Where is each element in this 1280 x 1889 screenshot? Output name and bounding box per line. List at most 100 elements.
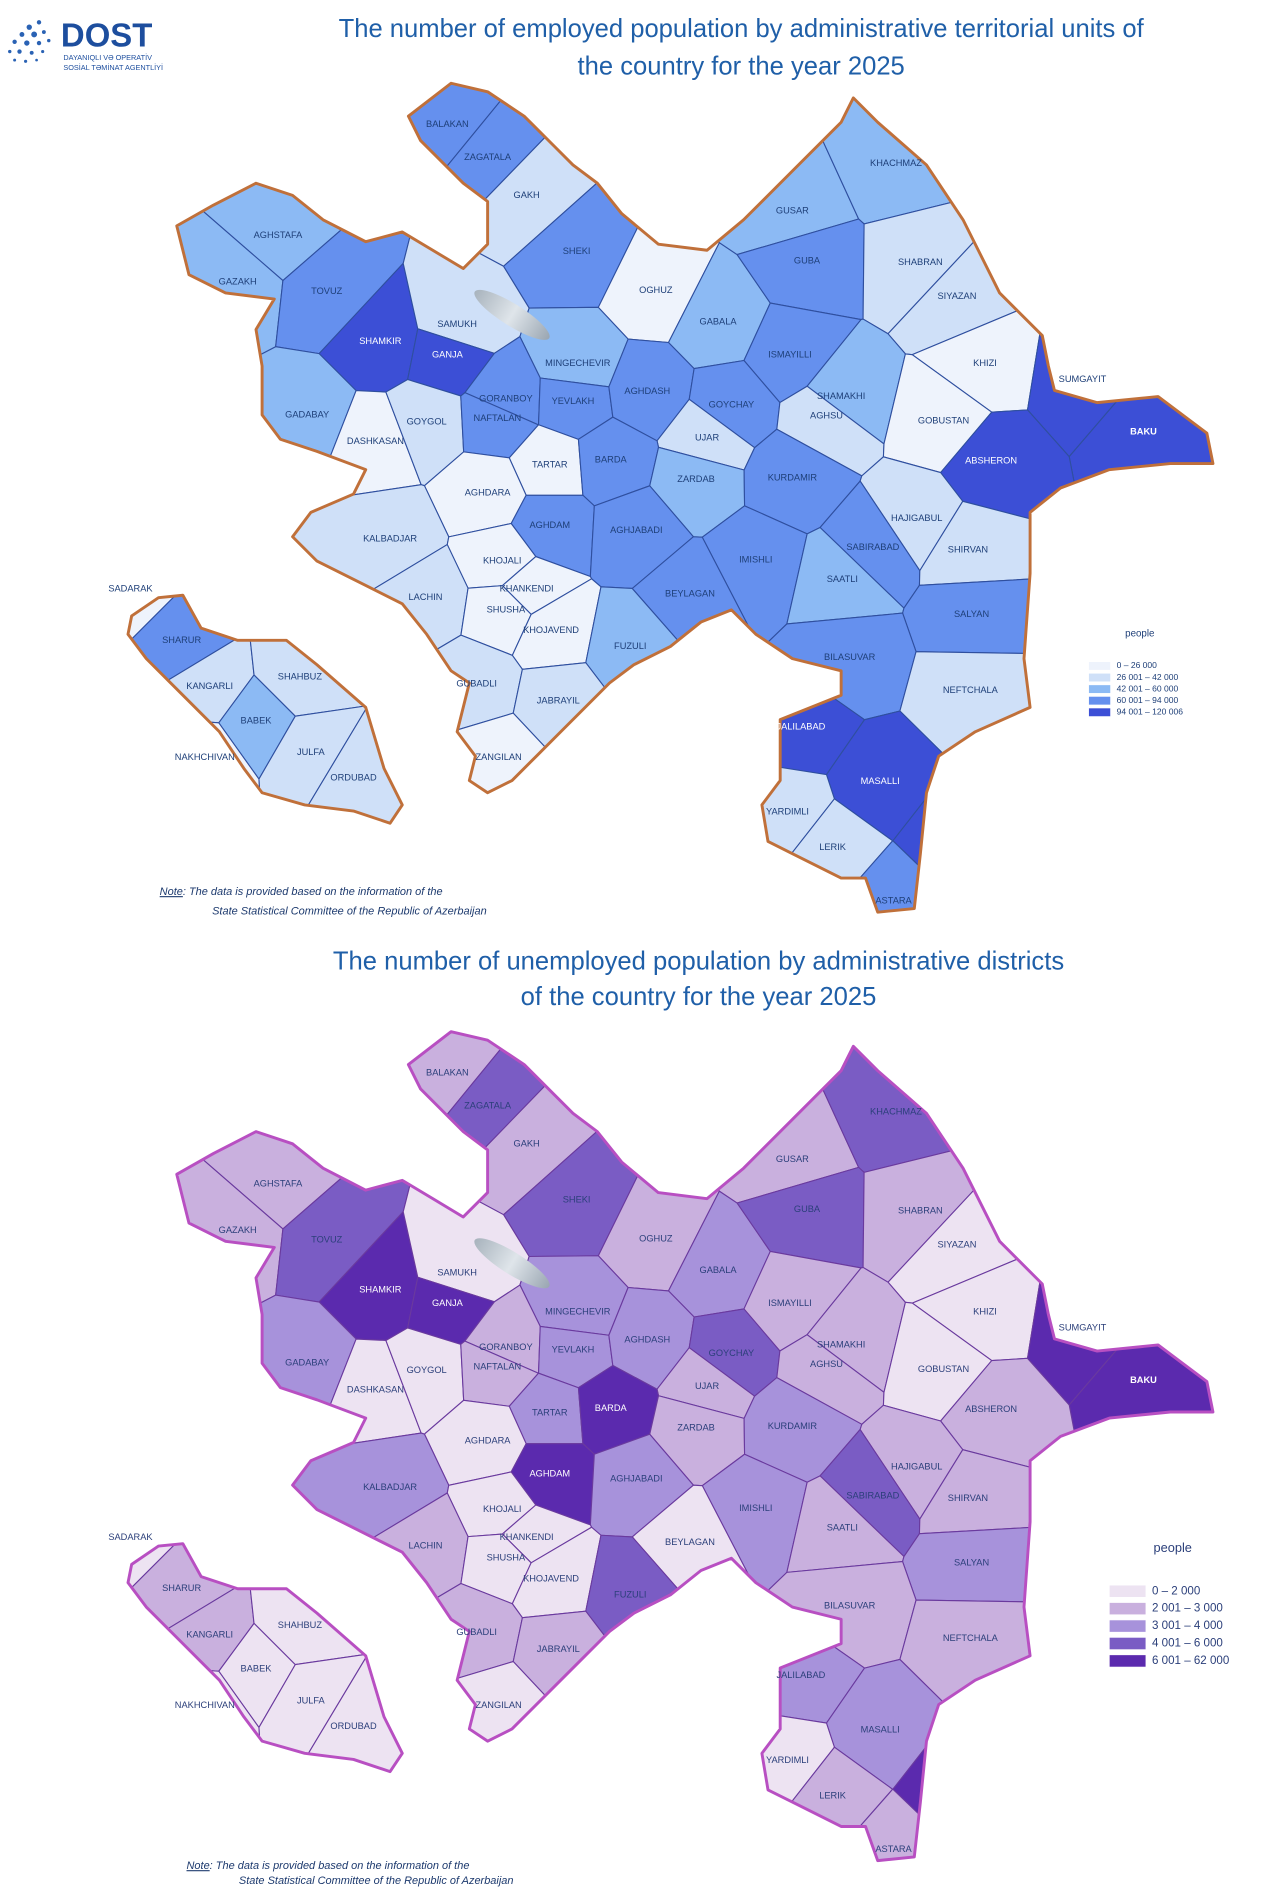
district-label: AGHSTAFA — [254, 230, 303, 240]
district-area — [128, 1663, 265, 1772]
district-label: BALAKAN — [426, 119, 469, 129]
district-label: MINGECHEVIR — [545, 358, 611, 368]
district-label: GUBADLI — [456, 679, 497, 689]
district-area — [1068, 1159, 1213, 1660]
district-label: YEVLAKH — [552, 396, 595, 406]
legend-label: 3 001 – 4 000 — [1152, 1620, 1223, 1632]
district-label: MASALLI — [861, 1725, 900, 1735]
legend-label: 0 – 26 000 — [1117, 660, 1158, 670]
district-label: ISMAYILLI — [768, 1298, 812, 1308]
district-label: LERIK — [819, 842, 847, 852]
district-label: ORDUBAD — [330, 1721, 377, 1731]
district-label: SIYAZAN — [937, 291, 976, 301]
district-area — [899, 1599, 1213, 1751]
district-label: ASTARA — [875, 896, 912, 906]
district-label: IMISHLI — [739, 554, 772, 564]
district-label: ORDUBAD — [330, 773, 377, 783]
district-label: BABEK — [241, 1664, 273, 1674]
legend-swatch — [1109, 1619, 1147, 1633]
district-label: JABRAYIL — [537, 696, 580, 706]
district-label: ZAGATALA — [464, 1100, 512, 1110]
district-area — [892, 763, 1213, 913]
district-label: GAKH — [514, 1138, 540, 1148]
district-area — [176, 1031, 284, 1440]
district-label: YARDIMLI — [766, 1755, 809, 1765]
reservoir — [474, 289, 550, 340]
district-label: LACHIN — [408, 1541, 442, 1551]
logo-line: DAYANIQLI VƏ OPERATİV — [63, 53, 152, 62]
district-label: TOVUZ — [311, 1235, 343, 1245]
district-label: SHUSHA — [487, 604, 526, 614]
district-label: HAJIGABUL — [891, 513, 942, 523]
district-label: KHOJAVEND — [523, 1573, 579, 1583]
district-label: AGHDASH — [624, 386, 670, 396]
district-label: BARDA — [595, 1403, 628, 1413]
country-border — [126, 593, 404, 825]
note: Note: The data is provided based on the … — [187, 1860, 470, 1872]
district-label: SHAMKIR — [359, 1285, 401, 1295]
district-label: FUZULI — [614, 1589, 646, 1599]
district-label: KHOJAVEND — [523, 625, 579, 635]
map-title: The number of employed population by adm… — [339, 15, 1145, 43]
legend-swatch — [1088, 696, 1111, 706]
district-label: BILASUVAR — [824, 1600, 876, 1610]
map-title: the country for the year 2025 — [578, 53, 905, 81]
district-label: BEYLAGAN — [665, 588, 715, 598]
district-label: GORANBOY — [479, 1342, 532, 1352]
district-label: SHUSHA — [487, 1553, 526, 1563]
district-label: SADARAK — [108, 1532, 153, 1542]
district-label: NEFTCHALA — [943, 685, 999, 695]
district-label: SIYAZAN — [937, 1239, 976, 1249]
country-border — [175, 81, 1215, 914]
map-title: The number of unemployed population by a… — [333, 947, 1064, 975]
district-label: KHANKENDI — [500, 1532, 554, 1542]
note-text: : The data is provided based on the info… — [183, 886, 443, 898]
legend-swatch — [1109, 1654, 1147, 1668]
district-area — [892, 1711, 1213, 1861]
note-text: : The data is provided based on the info… — [210, 1860, 470, 1872]
legend-label: 94 001 – 120 006 — [1117, 707, 1184, 717]
district-label: SAATLI — [827, 574, 858, 584]
legend-label: 6 001 – 62 000 — [1152, 1655, 1229, 1667]
logo-name: DOST — [61, 17, 152, 54]
district-label: GOYGOL — [407, 417, 447, 427]
district-label: TARTAR — [532, 1408, 568, 1418]
district-label: GANJA — [432, 350, 464, 360]
district-label: GADABAY — [285, 1358, 329, 1368]
district-label: GADABAY — [285, 409, 329, 419]
district-label: GUSAR — [776, 1154, 809, 1164]
district-label: BAKU — [1130, 426, 1157, 436]
district-label: KANGARLI — [186, 1630, 233, 1640]
district-label: SHAHBUZ — [278, 1620, 323, 1630]
district-label: NAFTALAN — [474, 1361, 522, 1371]
district-label: GOBUSTAN — [918, 1364, 969, 1374]
district-label: GUBA — [794, 1204, 821, 1214]
district-label: SUMGAYIT — [1059, 1322, 1107, 1332]
district-label: NEFTCHALA — [943, 1633, 999, 1643]
district-label: AGHSTAFA — [254, 1178, 303, 1188]
district-label: AGHJABADI — [610, 525, 662, 535]
district-label: SALYAN — [954, 609, 989, 619]
district-label: LANKARAN — [928, 1782, 978, 1792]
district-label: AGHSU — [810, 410, 843, 420]
district-label: SHABRAN — [898, 257, 943, 267]
district-label: ISMAYILLI — [768, 350, 812, 360]
district-label: KANGARLI — [186, 681, 233, 691]
district-label: SHARUR — [162, 1583, 201, 1593]
district-label: ASTARA — [875, 1844, 912, 1854]
district-label: SHAHBUZ — [278, 671, 323, 681]
district-label: BALAKAN — [426, 1068, 469, 1078]
district-label: AGHDARA — [465, 487, 512, 497]
district-label: MASALLI — [861, 776, 900, 786]
note-label: Note — [187, 1860, 210, 1872]
district-label: ZAGATALA — [464, 152, 512, 162]
district-label: SALYAN — [954, 1558, 989, 1568]
district-label: GAZAKH — [219, 276, 257, 286]
logo: DOST DAYANIQLI VƏ OPERATİV SOSİAL TƏMİNA… — [8, 17, 163, 72]
district-label: BAKU — [1130, 1375, 1157, 1385]
district-area — [780, 1031, 1213, 1173]
district-label: GUBADLI — [456, 1627, 497, 1637]
legend-title: people — [1154, 1540, 1192, 1555]
district-label: SHARUR — [162, 635, 201, 645]
